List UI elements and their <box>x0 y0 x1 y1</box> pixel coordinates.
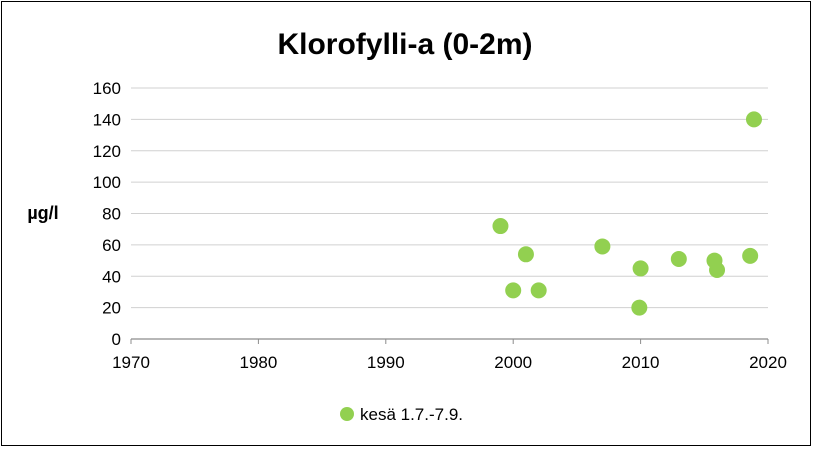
data-point <box>505 282 522 299</box>
legend: kesä 1.7.-7.9. <box>340 405 463 424</box>
data-point <box>670 250 687 267</box>
data-point <box>517 246 534 263</box>
y-tick-label: 140 <box>93 110 121 129</box>
x-tick-label: 2010 <box>622 353 660 372</box>
data-points <box>492 111 762 316</box>
y-tick-label: 100 <box>93 173 121 192</box>
data-point <box>631 299 648 316</box>
gridlines <box>131 87 768 309</box>
x-tick-label: 1980 <box>239 353 277 372</box>
data-point <box>492 218 509 235</box>
y-tick-label: 80 <box>102 205 121 224</box>
y-tick-label: 120 <box>93 142 121 161</box>
legend-label: kesä 1.7.-7.9. <box>360 405 463 424</box>
chart-title: Klorofylli-a (0-2m) <box>277 28 532 61</box>
y-tick-label: 20 <box>102 299 121 318</box>
data-point <box>745 111 762 128</box>
data-point <box>594 238 611 255</box>
data-point <box>709 261 726 278</box>
y-tick-label: 0 <box>112 330 121 349</box>
y-axis-label: µg/l <box>27 203 58 223</box>
x-tick-label: 1970 <box>112 353 150 372</box>
data-point <box>742 247 759 264</box>
data-point <box>632 260 649 277</box>
data-point <box>530 282 547 299</box>
legend-marker <box>340 407 354 421</box>
y-tick-labels: 0 20 40 60 80 100 120 140 160 <box>93 79 121 349</box>
x-tick-label: 1990 <box>367 353 405 372</box>
x-tick-label: 2000 <box>494 353 532 372</box>
x-tick-labels: 1970 1980 1990 2000 2010 2020 <box>112 339 787 372</box>
y-tick-label: 160 <box>93 79 121 98</box>
x-tick-label: 2020 <box>749 353 787 372</box>
y-tick-label: 60 <box>102 236 121 255</box>
y-tick-label: 40 <box>102 267 121 286</box>
